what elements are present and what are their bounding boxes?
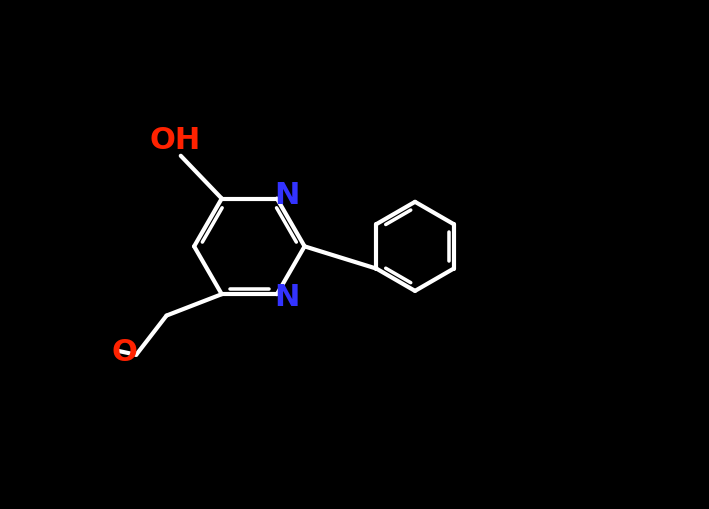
Text: N: N: [274, 282, 300, 312]
Text: OH: OH: [150, 126, 201, 155]
Text: N: N: [274, 181, 300, 210]
Text: O: O: [112, 338, 138, 367]
